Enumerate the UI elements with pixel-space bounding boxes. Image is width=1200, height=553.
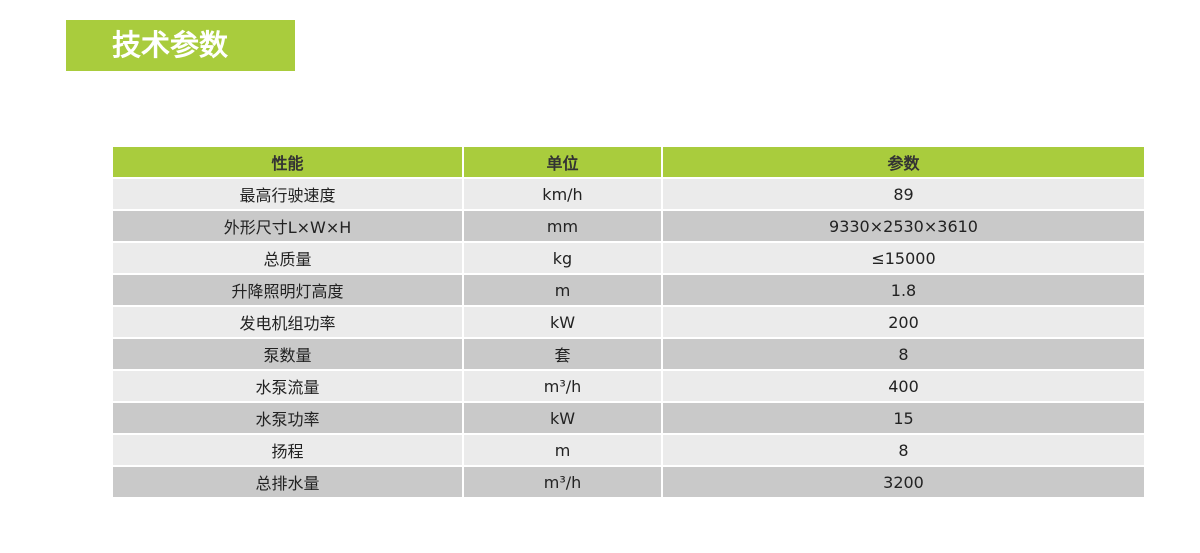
- table-row: 外形尺寸L×W×H mm 9330×2530×3610: [113, 211, 1144, 241]
- cell-unit: km/h: [464, 179, 661, 209]
- cell-value: 9330×2530×3610: [663, 211, 1144, 241]
- cell-unit: kW: [464, 307, 661, 337]
- cell-unit: 套: [464, 339, 661, 369]
- cell-unit: m: [464, 435, 661, 465]
- cell-unit: kW: [464, 403, 661, 433]
- table-row: 泵数量套 8: [113, 339, 1144, 369]
- cell-value: 1.8: [663, 275, 1144, 305]
- cell-unit: kg: [464, 243, 661, 273]
- cell-performance: 发电机组功率: [113, 307, 462, 337]
- table-row: 升降照明灯高度 m 1.8: [113, 275, 1144, 305]
- table-row: 水泵流量 m³/h 400: [113, 371, 1144, 401]
- cell-value: 89: [663, 179, 1144, 209]
- table-row: 水泵功率 kW 15: [113, 403, 1144, 433]
- cell-performance: 水泵功率: [113, 403, 462, 433]
- cell-unit: mm: [464, 211, 661, 241]
- cell-value: 8: [663, 435, 1144, 465]
- cell-unit: m³/h: [464, 467, 661, 497]
- cell-value: ≤15000: [663, 243, 1144, 273]
- table-row: 总质量 kg ≤15000: [113, 243, 1144, 273]
- table-header: 性能 单位 参数: [113, 147, 1144, 177]
- cell-value: 200: [663, 307, 1144, 337]
- cell-unit: m³/h: [464, 371, 661, 401]
- table-row: 发电机组功率 kW 200: [113, 307, 1144, 337]
- cell-performance: 外形尺寸L×W×H: [113, 211, 462, 241]
- cell-performance: 水泵流量: [113, 371, 462, 401]
- cell-performance: 升降照明灯高度: [113, 275, 462, 305]
- cell-value: 400: [663, 371, 1144, 401]
- cell-performance: 扬程: [113, 435, 462, 465]
- cell-value: 8: [663, 339, 1144, 369]
- cell-performance: 总排水量: [113, 467, 462, 497]
- cell-performance: 总质量: [113, 243, 462, 273]
- header-performance: 性能: [113, 147, 462, 177]
- cell-performance: 泵数量: [113, 339, 462, 369]
- cell-value: 15: [663, 403, 1144, 433]
- section-title: 技术参数: [66, 20, 295, 71]
- cell-unit: m: [464, 275, 661, 305]
- table-row: 扬程 m 8: [113, 435, 1144, 465]
- cell-value: 3200: [663, 467, 1144, 497]
- header-unit: 单位: [464, 147, 661, 177]
- table-row: 最高行驶速度 km/h 89: [113, 179, 1144, 209]
- spec-table: 性能 单位 参数 最高行驶速度 km/h 89 外形尺寸L×W×H mm 9330×253…: [111, 145, 1146, 499]
- table-row: 总排水量 m³/h 3200: [113, 467, 1144, 497]
- header-value: 参数: [663, 147, 1144, 177]
- cell-performance: 最高行驶速度: [113, 179, 462, 209]
